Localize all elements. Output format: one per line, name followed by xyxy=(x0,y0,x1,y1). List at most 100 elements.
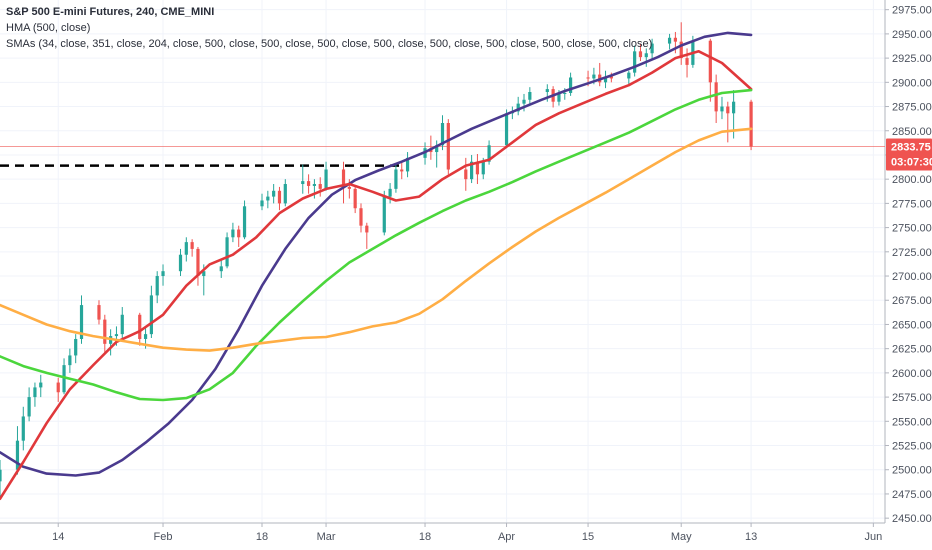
candle-body xyxy=(27,397,31,417)
candle xyxy=(149,285,153,339)
candle-body xyxy=(475,161,480,175)
y-tick-label: 2925.00 xyxy=(892,53,932,65)
x-tick-label: 18 xyxy=(256,531,268,543)
legend-smas[interactable]: SMAs (34, close, 351, close, 204, close,… xyxy=(6,38,653,50)
candle-body xyxy=(470,161,474,180)
candle xyxy=(446,119,450,175)
candle-body xyxy=(592,74,596,79)
candle xyxy=(196,246,200,286)
candle xyxy=(190,239,194,257)
candle xyxy=(120,307,124,339)
candle-body xyxy=(190,242,194,249)
candle xyxy=(405,152,410,178)
candle-body xyxy=(516,103,520,112)
candle xyxy=(97,300,101,325)
y-tick-label: 2650.00 xyxy=(892,319,932,331)
y-tick-label: 2875.00 xyxy=(892,102,932,114)
candle xyxy=(359,203,363,233)
y-tick-label: 2550.00 xyxy=(892,416,932,428)
candle xyxy=(109,329,113,356)
candle xyxy=(353,186,357,214)
price-tag: 2833.75 03:07:30 xyxy=(886,138,932,171)
candle-body xyxy=(143,334,148,339)
candle-body xyxy=(266,196,270,201)
candle-body xyxy=(749,101,753,147)
candle-body xyxy=(557,93,561,102)
series-line-sma-34 xyxy=(0,49,753,501)
legend-hma[interactable]: HMA (500, close) xyxy=(6,22,91,34)
candle xyxy=(79,295,84,344)
candle-body xyxy=(260,200,264,207)
candle-body xyxy=(667,37,672,44)
y-tick-label: 2525.00 xyxy=(892,441,932,453)
indicator-lines xyxy=(0,31,753,501)
x-tick-label: 14 xyxy=(52,531,64,543)
candle xyxy=(0,460,2,499)
candle-body xyxy=(138,314,142,339)
candle xyxy=(138,312,142,346)
candle xyxy=(568,72,573,96)
candle xyxy=(242,200,247,240)
candle-body xyxy=(68,355,72,366)
candle-body xyxy=(272,190,276,197)
candle-body xyxy=(388,188,392,197)
candle xyxy=(644,48,648,67)
candle-body xyxy=(394,169,398,189)
candle xyxy=(667,33,672,50)
candle xyxy=(231,222,235,243)
candle xyxy=(504,109,509,149)
y-tick-label: 2500.00 xyxy=(892,465,932,477)
candle-body xyxy=(726,106,730,114)
candle xyxy=(633,45,637,77)
candle xyxy=(388,183,392,204)
x-tick-label: Jun xyxy=(864,531,882,543)
x-tick-label: 13 xyxy=(745,531,757,543)
candle-body xyxy=(202,271,206,277)
candle xyxy=(277,186,282,211)
y-tick-label: 2725.00 xyxy=(892,247,932,259)
candle xyxy=(260,193,264,211)
grid xyxy=(0,0,885,523)
candle-body xyxy=(644,53,648,58)
candle xyxy=(103,314,107,354)
candle-body xyxy=(62,365,66,393)
price-tag-value: 2833.75 xyxy=(891,141,931,153)
candle-body xyxy=(609,76,613,79)
y-tick-label: 2600.00 xyxy=(892,368,932,380)
candle xyxy=(394,164,398,193)
candle xyxy=(726,101,730,143)
candle-body xyxy=(650,43,654,54)
candle xyxy=(306,174,311,194)
x-tick-label: Apr xyxy=(498,531,515,543)
y-tick-label: 2975.00 xyxy=(892,5,932,17)
candle-body xyxy=(219,266,223,272)
candle xyxy=(39,374,43,398)
y-tick-label: 2950.00 xyxy=(892,29,932,41)
x-tick-label: Feb xyxy=(154,531,173,543)
candle-body xyxy=(56,382,60,393)
y-tick-label: 2900.00 xyxy=(892,77,932,89)
legend-title[interactable]: S&P 500 E-mini Futures, 240, CME_MINI xyxy=(6,6,215,18)
candle-body xyxy=(161,271,165,277)
candle-body xyxy=(301,181,305,185)
candle xyxy=(638,43,643,62)
candle-body xyxy=(324,169,328,189)
legend: S&P 500 E-mini Futures, 240, CME_MINI HM… xyxy=(6,4,652,52)
candle xyxy=(365,222,369,249)
candle xyxy=(283,179,287,207)
series-line-sma-green xyxy=(0,88,753,402)
candle-body xyxy=(237,229,241,238)
y-tick-label: 2675.00 xyxy=(892,295,932,307)
candle-body xyxy=(487,145,491,162)
candle xyxy=(528,87,532,104)
candle xyxy=(155,271,159,304)
candle xyxy=(21,406,25,451)
candle xyxy=(603,70,608,89)
x-tick-label: 18 xyxy=(419,531,431,543)
candle xyxy=(679,22,683,65)
candle-body xyxy=(39,382,43,388)
x-tick-label: 15 xyxy=(582,531,594,543)
candle xyxy=(27,387,31,422)
